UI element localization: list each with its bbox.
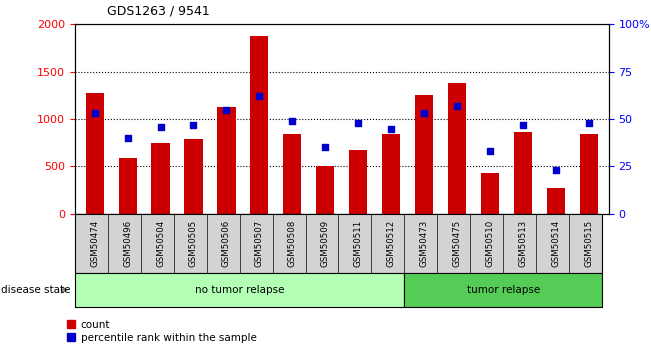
Bar xyxy=(217,107,236,214)
Text: GSM50513: GSM50513 xyxy=(518,220,527,267)
Point xyxy=(156,124,166,129)
Text: GSM50509: GSM50509 xyxy=(321,220,330,267)
Point xyxy=(122,135,133,141)
Text: tumor relapse: tumor relapse xyxy=(467,285,540,295)
Bar xyxy=(118,158,137,214)
Point xyxy=(89,110,100,116)
Point xyxy=(320,145,331,150)
Text: GSM50511: GSM50511 xyxy=(353,220,363,267)
Text: GSM50504: GSM50504 xyxy=(156,220,165,267)
Bar xyxy=(75,273,404,307)
Text: GSM50507: GSM50507 xyxy=(255,220,264,267)
Text: GSM50475: GSM50475 xyxy=(452,220,462,267)
Text: GSM50514: GSM50514 xyxy=(551,220,561,267)
Point xyxy=(254,93,264,99)
Bar xyxy=(152,143,170,214)
Text: GSM50506: GSM50506 xyxy=(222,220,231,267)
Bar xyxy=(481,173,499,214)
Text: no tumor relapse: no tumor relapse xyxy=(195,285,284,295)
Text: disease state: disease state xyxy=(1,285,70,295)
Bar xyxy=(448,83,466,214)
Point xyxy=(188,122,199,127)
Text: GSM50508: GSM50508 xyxy=(288,220,297,267)
Point xyxy=(419,110,430,116)
Point xyxy=(485,148,495,154)
Bar xyxy=(382,134,400,214)
Bar xyxy=(547,188,565,214)
Point xyxy=(353,120,363,126)
Text: GSM50505: GSM50505 xyxy=(189,220,198,267)
Point xyxy=(452,103,462,108)
Bar xyxy=(580,134,598,214)
Bar xyxy=(184,139,202,214)
Bar xyxy=(349,150,367,214)
Text: GSM50512: GSM50512 xyxy=(387,220,396,267)
Text: GSM50473: GSM50473 xyxy=(420,220,428,267)
Text: GSM50496: GSM50496 xyxy=(123,220,132,267)
Text: GSM50474: GSM50474 xyxy=(90,220,99,267)
Bar xyxy=(283,134,301,214)
Point xyxy=(518,122,528,127)
Bar xyxy=(404,273,602,307)
Text: GSM50510: GSM50510 xyxy=(486,220,495,267)
Bar xyxy=(251,36,268,214)
Point xyxy=(551,167,561,173)
Bar xyxy=(316,166,335,214)
Legend: count, percentile rank within the sample: count, percentile rank within the sample xyxy=(67,319,256,343)
Bar xyxy=(85,93,104,214)
Point xyxy=(584,120,594,126)
Point xyxy=(221,107,232,112)
Text: GSM50515: GSM50515 xyxy=(585,220,594,267)
Point xyxy=(287,118,298,124)
Text: GDS1263 / 9541: GDS1263 / 9541 xyxy=(107,4,210,17)
Point xyxy=(386,126,396,131)
Bar xyxy=(415,95,433,214)
Bar xyxy=(514,132,532,214)
